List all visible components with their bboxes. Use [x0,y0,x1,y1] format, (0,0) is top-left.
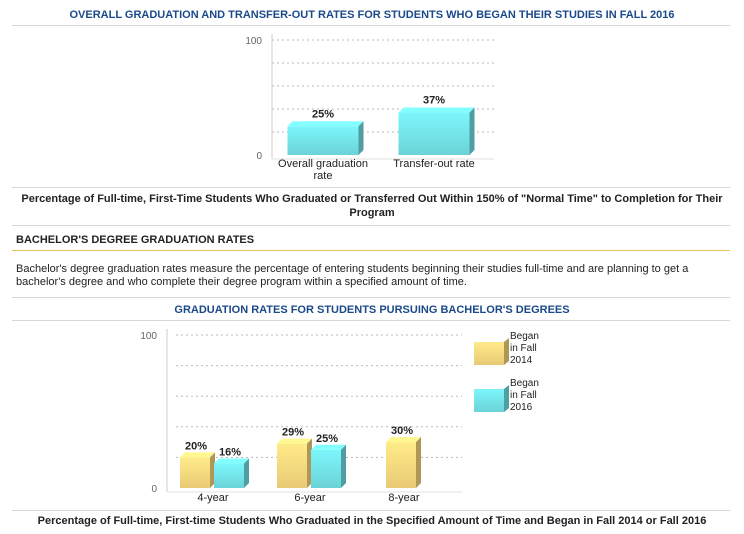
chart1-title: OVERALL GRADUATION AND TRANSFER-OUT RATE… [69,9,675,21]
bar [214,458,249,488]
divider [12,297,730,298]
chart1-caption: Percentage of Full-time, First-Time Stud… [21,193,723,219]
data-label: 37% [423,94,445,106]
category-label: 4-year [197,492,229,504]
legend-label: in Fall [510,390,537,401]
chart2-plot: 0 100 20% 29% 30% 16% 25% 4-year 6-year 8-year Beg… [140,329,539,504]
data-label: 16% [219,447,241,459]
y-tick-label: 0 [256,151,262,162]
divider [12,510,730,511]
legend-label: Began [510,378,539,389]
category-label: rate [314,170,333,182]
divider [12,225,730,226]
data-label: 29% [282,427,304,439]
legend-label: Began [510,331,539,342]
bar [311,444,346,488]
section-heading: BACHELOR'S DEGREE GRADUATION RATES [16,234,255,246]
y-tick-label: 0 [151,484,157,495]
bar [287,121,364,155]
divider [12,320,730,321]
data-label: 20% [185,440,207,452]
category-label: Overall graduation [278,158,368,170]
data-label: 25% [312,108,334,120]
divider [12,25,730,26]
chart2-title: GRADUATION RATES FOR STUDENTS PURSUING B… [174,304,570,316]
bar [180,452,215,488]
bar [398,107,475,155]
category-label: 8-year [388,492,420,504]
legend-swatch [474,338,509,365]
bar [386,437,421,488]
y-tick-label: 100 [245,36,262,47]
legend-label: 2016 [510,402,533,413]
section-underline [12,250,730,251]
data-label: 30% [391,425,413,437]
category-label: 6-year [294,492,326,504]
bar [277,438,312,488]
section-paragraph: Bachelor's degree graduation rates measu… [16,263,689,288]
legend-label: in Fall [510,343,537,354]
data-label: 25% [316,433,338,445]
y-tick-label: 100 [140,331,157,342]
legend-label: 2014 [510,355,533,366]
divider [12,187,730,188]
chart2-caption: Percentage of Full-time, First-time Stud… [37,515,707,527]
legend-swatch [474,385,509,412]
category-label: Transfer-out rate [393,158,475,170]
